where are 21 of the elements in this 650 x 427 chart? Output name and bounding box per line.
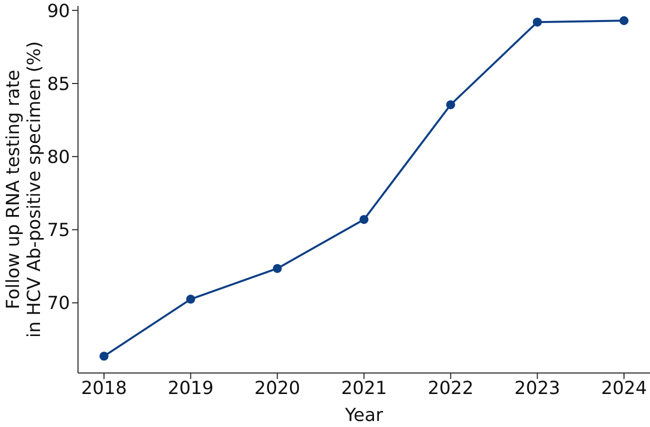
y-tick-label: 85 (47, 74, 70, 95)
point (360, 214, 368, 224)
point (532, 18, 542, 27)
y-tick-label: 70 (47, 293, 70, 314)
x-tick-label: 2023 (514, 378, 560, 399)
y-axis-title: Follow up RNA testing rate in HCV Ab-positive specimen (%) (3, 41, 45, 338)
x-tick-label: 2021 (341, 378, 387, 399)
y-tick-label: 90 (47, 0, 70, 22)
y-tick-label: 75 (47, 220, 70, 242)
x-tick-label: 2022 (428, 378, 474, 399)
point (620, 16, 628, 26)
x-axis-title: Year (344, 405, 384, 426)
x-tick-label: 2018 (81, 378, 127, 399)
point (446, 100, 456, 110)
x-tick-label: 2020 (254, 378, 300, 399)
point (186, 294, 196, 304)
y-tick-label: 80 (47, 146, 70, 168)
x-tick-label: 2024 (601, 378, 647, 399)
x-tick-label: 2019 (168, 378, 214, 399)
point (100, 352, 108, 361)
point (272, 264, 282, 273)
